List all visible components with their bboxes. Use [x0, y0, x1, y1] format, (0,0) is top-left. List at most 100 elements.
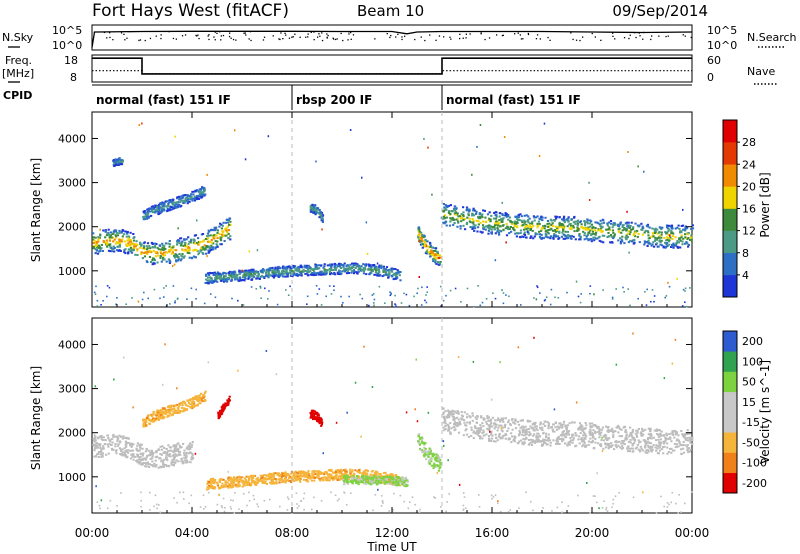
velocity-data-point	[335, 475, 338, 478]
power-data-point	[570, 224, 573, 227]
power-data-point	[209, 281, 213, 283]
nave-tick-low: 0	[707, 71, 714, 84]
velocity-data-point	[149, 413, 152, 416]
velocity-data-point	[373, 471, 377, 474]
power-data-point	[430, 249, 433, 252]
velocity-data-point	[100, 449, 103, 452]
power-data-point	[574, 238, 577, 241]
power-data-point	[462, 215, 465, 218]
velocity-data-point	[270, 476, 273, 479]
velocity-data-point	[361, 480, 365, 483]
power-data-point	[496, 224, 500, 227]
power-data-point	[150, 205, 153, 208]
velocity-data-point	[181, 410, 184, 413]
velocity-data-point	[320, 424, 323, 427]
velocity-data-point	[218, 481, 221, 483]
velocity-data-point	[372, 480, 375, 483]
power-data-point	[220, 223, 223, 226]
power-data-point	[149, 247, 152, 250]
power-data-point	[498, 229, 501, 232]
velocity-data-point	[93, 447, 96, 450]
nsky-dot	[214, 39, 216, 41]
power-data-point	[373, 304, 375, 307]
velocity-data-point	[218, 415, 222, 418]
velocity-data-point	[433, 462, 436, 465]
power-data-point	[223, 240, 226, 242]
velocity-data-point	[341, 474, 344, 477]
power-data-point	[295, 267, 298, 270]
velocity-data-point	[180, 401, 183, 404]
velocity-data-point	[237, 478, 240, 481]
power-data-point	[239, 271, 242, 274]
velocity-data-point	[365, 477, 368, 480]
velocity-data-point	[351, 481, 354, 483]
power-data-point	[554, 234, 557, 237]
velocity-data-point	[366, 477, 370, 480]
velocity-data-point	[112, 448, 115, 451]
velocity-data-point	[107, 437, 110, 439]
power-data-point	[207, 279, 210, 282]
velocity-data-point	[105, 453, 108, 456]
power-data-point	[665, 224, 669, 227]
power-data-point	[200, 196, 203, 199]
power-data-point	[500, 221, 503, 223]
power-data-point	[226, 277, 229, 279]
power-data-point	[434, 257, 437, 260]
power-data-point	[201, 246, 204, 249]
velocity-data-point	[114, 445, 117, 448]
power-data-point	[508, 232, 511, 235]
power-data-point	[250, 268, 253, 271]
nsky-dot	[112, 39, 114, 41]
power-data-point	[653, 300, 655, 303]
nsky-dot	[459, 37, 461, 40]
velocity-data-point	[221, 482, 224, 485]
nsky-dot	[263, 36, 266, 38]
velocity-data-point	[363, 475, 367, 478]
power-data-point	[629, 239, 632, 242]
power-data-point	[471, 213, 475, 216]
power-data-point	[309, 204, 312, 207]
power-data-point	[612, 237, 615, 240]
power-data-point	[601, 234, 604, 237]
power-data-point	[342, 302, 344, 304]
power-data-point	[558, 224, 561, 227]
power-data-point	[352, 269, 355, 272]
power-data-point	[430, 252, 433, 254]
power-data-point	[318, 288, 321, 290]
power-data-point	[323, 265, 326, 268]
power-data-point	[333, 285, 335, 287]
velocity-data-point	[219, 411, 222, 414]
power-data-point	[408, 304, 411, 307]
power-data-point	[112, 163, 115, 166]
power-data-point	[108, 286, 111, 289]
power-data-point	[244, 158, 247, 161]
power-data-point	[268, 267, 271, 270]
power-data-point	[382, 269, 385, 272]
power-data-point	[211, 272, 214, 274]
nsky-dot	[450, 38, 452, 40]
power-data-point	[270, 269, 273, 272]
velocity-data-point	[147, 466, 151, 468]
power-data-point	[326, 264, 329, 267]
power-data-point	[274, 266, 277, 269]
velocity-data-point	[187, 444, 190, 447]
nsky-dot	[93, 31, 96, 33]
power-data-point	[100, 304, 102, 306]
power-data-point	[615, 288, 617, 290]
power-data-point	[314, 263, 317, 266]
power-data-point	[158, 244, 161, 247]
power-data-point	[111, 233, 114, 235]
power-data-point	[472, 207, 475, 210]
velocity-data-point	[145, 456, 148, 459]
power-data-point	[315, 273, 318, 276]
power-data-point	[488, 227, 491, 230]
power-data-point	[165, 251, 168, 254]
power-data-point	[188, 249, 191, 252]
power-data-point	[681, 240, 684, 243]
power-data-point	[94, 247, 97, 250]
velocity-data-point	[369, 483, 372, 486]
power-data-point	[145, 245, 148, 248]
power-data-point	[159, 297, 161, 300]
power-data-point	[600, 240, 603, 243]
velocity-data-point	[326, 473, 329, 476]
